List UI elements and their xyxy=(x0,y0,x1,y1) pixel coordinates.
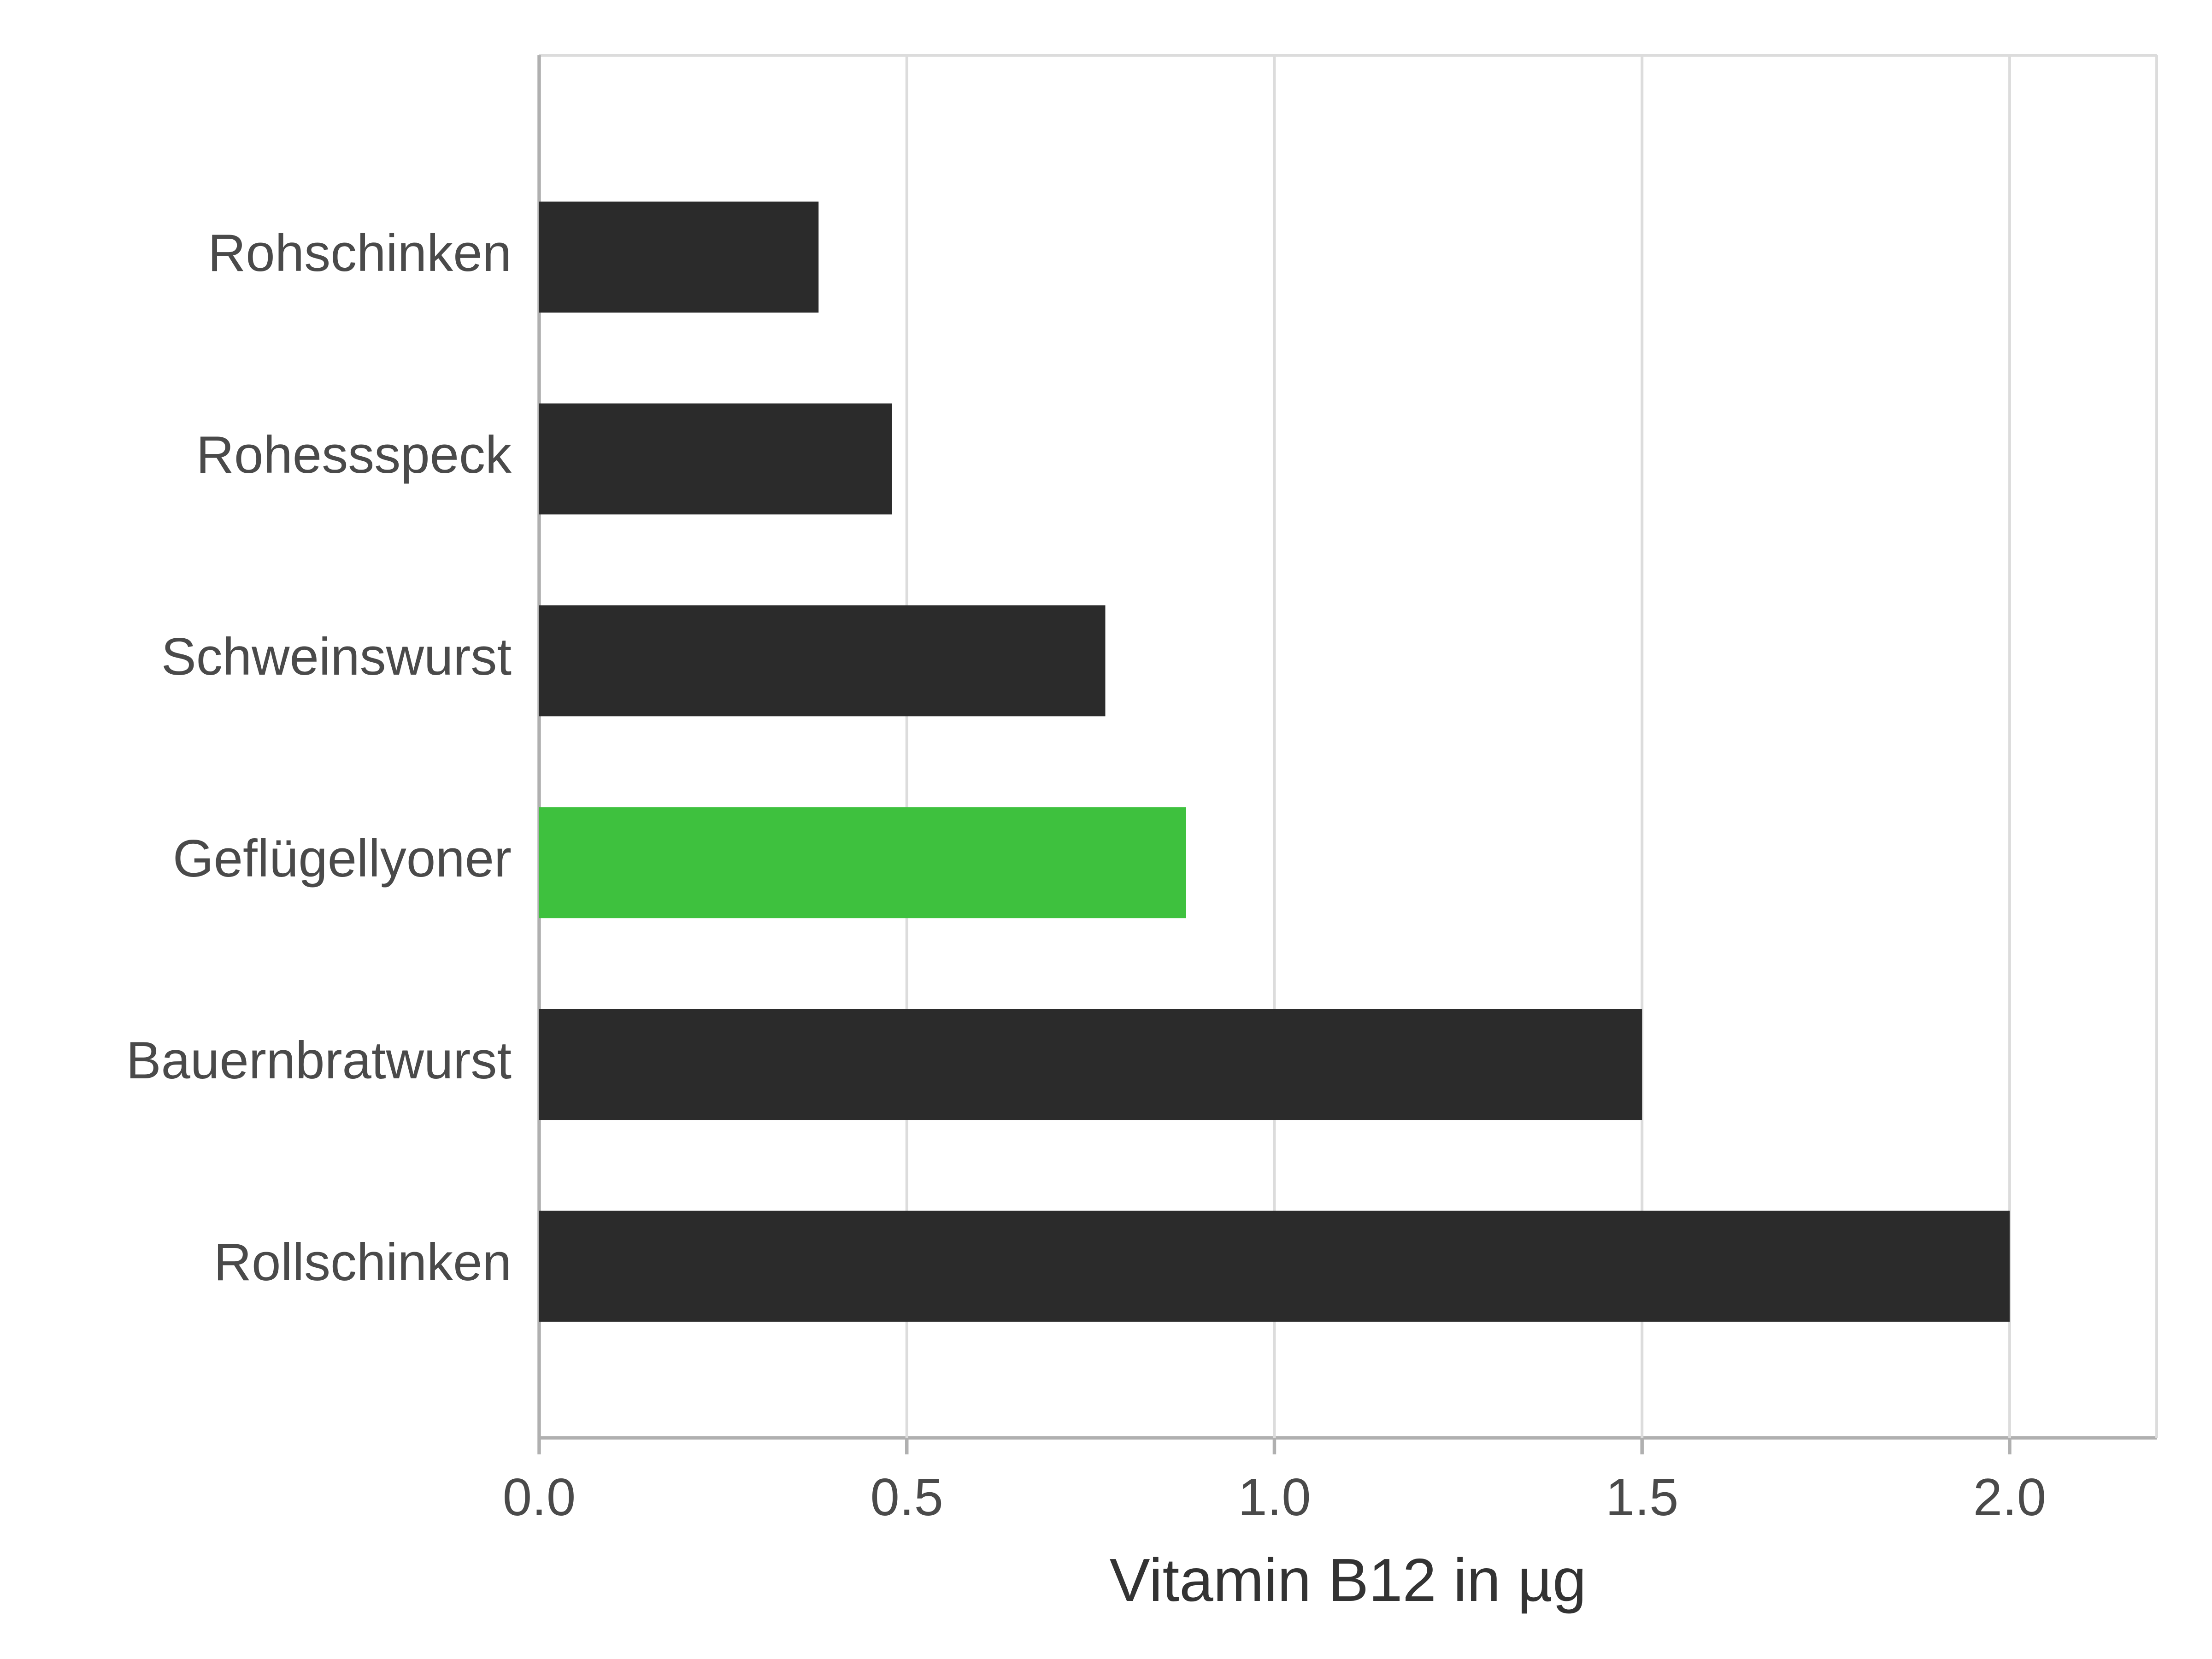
bar xyxy=(539,605,1106,716)
x-tick-label: 1.5 xyxy=(1606,1468,1678,1527)
y-tick-label: Rohschinken xyxy=(208,224,512,282)
bar xyxy=(539,1009,1642,1120)
x-tick-label: 0.5 xyxy=(870,1468,943,1527)
bar xyxy=(539,202,818,313)
bar-chart: Rohschinken Rohessspeck Schweinswurst Geflü… xyxy=(0,0,2212,1659)
y-tick-label: Schweinswurst xyxy=(161,628,512,686)
bar xyxy=(539,807,1186,918)
bar xyxy=(539,403,892,514)
x-tick-label: 1.0 xyxy=(1238,1468,1311,1527)
y-tick-label: Geflügellyoner xyxy=(173,830,512,888)
chart-container: Rohschinken Rohessspeck Schweinswurst Geflü… xyxy=(0,0,2212,1659)
y-tick-label: Bauernbratwurst xyxy=(126,1031,512,1090)
x-tick-label: 2.0 xyxy=(1973,1468,2046,1527)
x-axis-title: Vitamin B12 in µg xyxy=(1110,1546,1587,1614)
x-tick-label: 0.0 xyxy=(503,1468,576,1527)
y-tick-label: Rohessspeck xyxy=(196,426,512,484)
y-tick-label: Rollschinken xyxy=(214,1233,512,1292)
bar xyxy=(539,1211,2010,1322)
